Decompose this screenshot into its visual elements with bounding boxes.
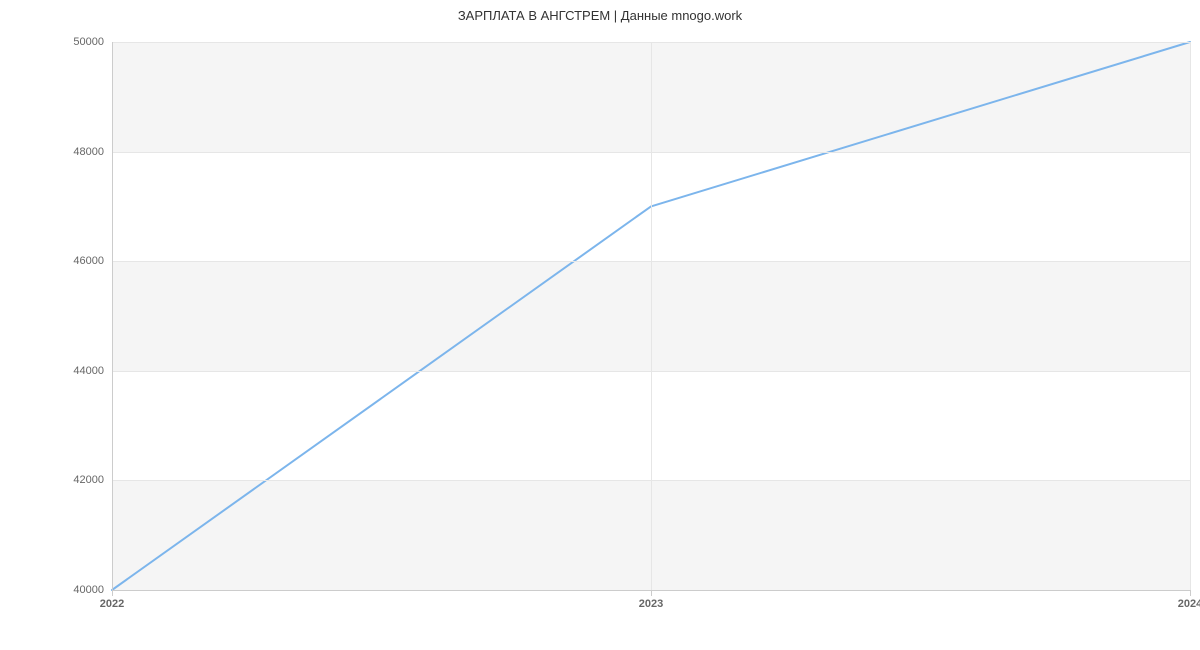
- plot-area: 4000042000440004600048000500002022202320…: [112, 42, 1190, 590]
- y-tick-label: 44000: [73, 365, 104, 377]
- y-tick-label: 46000: [73, 255, 104, 267]
- chart-title: ЗАРПЛАТА В АНГСТРЕМ | Данные mnogo.work: [0, 8, 1200, 23]
- x-tick-mark: [1190, 590, 1191, 596]
- x-gridline: [1190, 42, 1191, 590]
- salary-chart: ЗАРПЛАТА В АНГСТРЕМ | Данные mnogo.work …: [0, 0, 1200, 650]
- x-tick-label: 2024: [1178, 598, 1200, 610]
- y-tick-label: 48000: [73, 146, 104, 158]
- x-tick-label: 2022: [100, 598, 124, 610]
- y-tick-label: 40000: [73, 584, 104, 596]
- x-tick-label: 2023: [639, 598, 663, 610]
- y-tick-label: 50000: [73, 36, 104, 48]
- x-gridline: [651, 42, 652, 590]
- y-axis-line: [112, 42, 113, 590]
- x-axis-line: [112, 590, 1190, 591]
- y-tick-label: 42000: [73, 474, 104, 486]
